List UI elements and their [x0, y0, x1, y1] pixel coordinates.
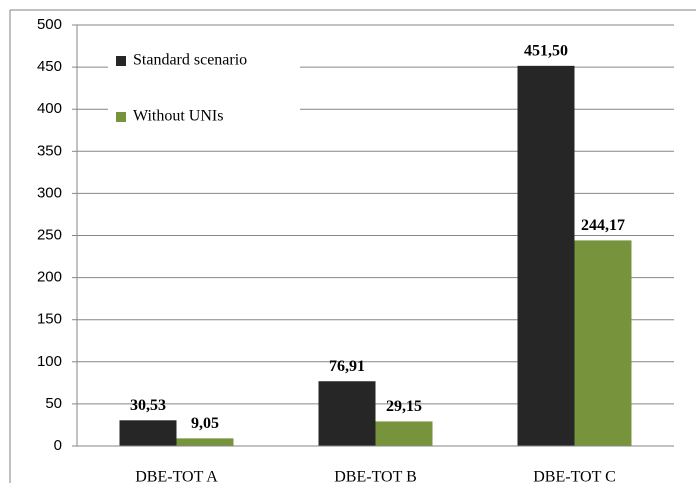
x-tick-label: DBE-TOT B [334, 469, 417, 483]
y-tick-label: 400 [37, 100, 62, 117]
value-label: 29,15 [386, 398, 422, 415]
y-tick-label: 350 [37, 142, 62, 159]
y-tick-label: 50 [45, 395, 62, 412]
y-tick-label: 200 [37, 269, 62, 286]
value-label: 244,17 [581, 217, 625, 234]
y-tick-label: 500 [37, 16, 62, 33]
bar [574, 240, 632, 446]
y-tick-label: 300 [37, 184, 62, 201]
legend-box [108, 45, 300, 135]
legend-swatch [116, 56, 126, 66]
y-tick-label: 450 [37, 58, 62, 75]
legend-swatch [116, 112, 126, 122]
value-label: 9,05 [191, 415, 219, 432]
y-tick-label: 0 [54, 437, 62, 454]
value-label: 451,50 [524, 43, 568, 60]
legend-label: Without UNIs [133, 108, 223, 125]
value-label: 30,53 [130, 397, 166, 414]
bar [119, 420, 177, 446]
value-label: 76,91 [329, 358, 365, 375]
bar [318, 381, 376, 446]
x-tick-label: DBE-TOT C [533, 469, 616, 483]
y-tick-label: 150 [37, 311, 62, 328]
legend-label: Standard scenario [133, 52, 247, 69]
bar [517, 65, 575, 446]
bar [176, 438, 234, 446]
y-tick-label: 100 [37, 353, 62, 370]
y-tick-label: 250 [37, 226, 62, 243]
bar [375, 421, 433, 446]
x-tick-label: DBE-TOT A [135, 469, 218, 483]
